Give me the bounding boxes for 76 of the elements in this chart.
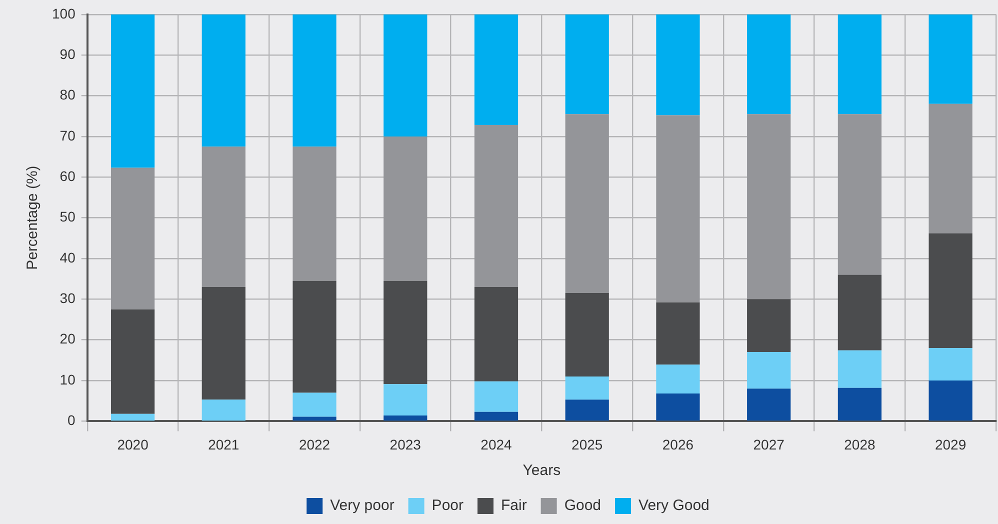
legend-label: Good bbox=[564, 497, 602, 514]
bar bbox=[384, 136, 428, 281]
bar bbox=[747, 388, 791, 421]
y-tick-label: 30 bbox=[60, 290, 76, 306]
x-tick-label: 2023 bbox=[390, 436, 422, 452]
x-tick-label: 2026 bbox=[662, 436, 694, 452]
x-tick-label: 2029 bbox=[934, 436, 966, 452]
bar bbox=[838, 350, 882, 388]
bar bbox=[747, 352, 791, 389]
y-tick-label: 80 bbox=[60, 86, 76, 103]
bar bbox=[928, 233, 972, 348]
y-tick-label: 0 bbox=[68, 412, 76, 428]
x-tick-label: 2021 bbox=[208, 436, 240, 452]
bar bbox=[202, 14, 246, 147]
y-tick-label: 10 bbox=[60, 371, 76, 388]
x-tick-label: 2027 bbox=[753, 436, 785, 452]
bar bbox=[747, 114, 791, 300]
bar bbox=[474, 14, 518, 126]
bar bbox=[656, 115, 700, 302]
bar bbox=[565, 114, 609, 294]
bar bbox=[110, 168, 155, 310]
bar bbox=[292, 392, 336, 417]
bar bbox=[565, 293, 609, 376]
bar bbox=[565, 376, 609, 400]
bar bbox=[747, 14, 791, 114]
bar bbox=[656, 302, 700, 365]
bar bbox=[384, 416, 428, 421]
bar bbox=[928, 348, 972, 381]
bar bbox=[474, 286, 518, 382]
bar bbox=[474, 412, 518, 421]
bar bbox=[928, 380, 972, 421]
bar bbox=[838, 388, 882, 421]
x-tick-label: 2025 bbox=[572, 436, 603, 452]
bar bbox=[292, 146, 336, 281]
bar bbox=[292, 14, 336, 147]
bar bbox=[202, 286, 246, 400]
bar bbox=[565, 400, 609, 421]
bar bbox=[384, 280, 428, 384]
bar bbox=[384, 384, 428, 416]
y-tick-label: 60 bbox=[60, 168, 76, 184]
bar bbox=[838, 14, 882, 114]
bar bbox=[474, 381, 518, 412]
y-tick-label: 20 bbox=[60, 330, 76, 347]
bar bbox=[928, 14, 972, 104]
legend-label: Poor bbox=[432, 497, 464, 514]
legend-label: Very Good bbox=[638, 497, 710, 514]
y-tick-label: 50 bbox=[60, 208, 76, 225]
x-axis-title: Years bbox=[522, 462, 561, 480]
x-tick-label: 2028 bbox=[844, 436, 876, 452]
bar bbox=[202, 146, 246, 287]
bar bbox=[474, 125, 518, 287]
bar bbox=[384, 14, 428, 136]
bar bbox=[747, 299, 791, 352]
legend-label: Fair bbox=[500, 497, 527, 514]
bar bbox=[656, 14, 700, 116]
y-tick-label: 70 bbox=[60, 127, 76, 144]
bar bbox=[838, 114, 882, 275]
x-tick-label: 2020 bbox=[117, 436, 149, 452]
bar bbox=[202, 400, 246, 421]
y-tick-label: 90 bbox=[60, 46, 76, 62]
bar bbox=[292, 416, 336, 421]
bar bbox=[110, 414, 155, 421]
y-tick-label: 100 bbox=[52, 5, 76, 22]
bar bbox=[110, 309, 155, 414]
x-tick-label: 2022 bbox=[298, 436, 330, 452]
bar bbox=[838, 274, 882, 350]
bar bbox=[656, 364, 700, 394]
bar bbox=[565, 14, 609, 114]
bar bbox=[656, 394, 700, 421]
x-tick-label: 2024 bbox=[480, 436, 512, 452]
bar bbox=[110, 14, 155, 168]
bar bbox=[292, 280, 336, 393]
legend-label: Very poor bbox=[330, 497, 394, 514]
y-tick-label: 40 bbox=[60, 249, 76, 266]
bar bbox=[928, 104, 972, 234]
y-axis-title: Percentage (%) bbox=[24, 166, 42, 270]
